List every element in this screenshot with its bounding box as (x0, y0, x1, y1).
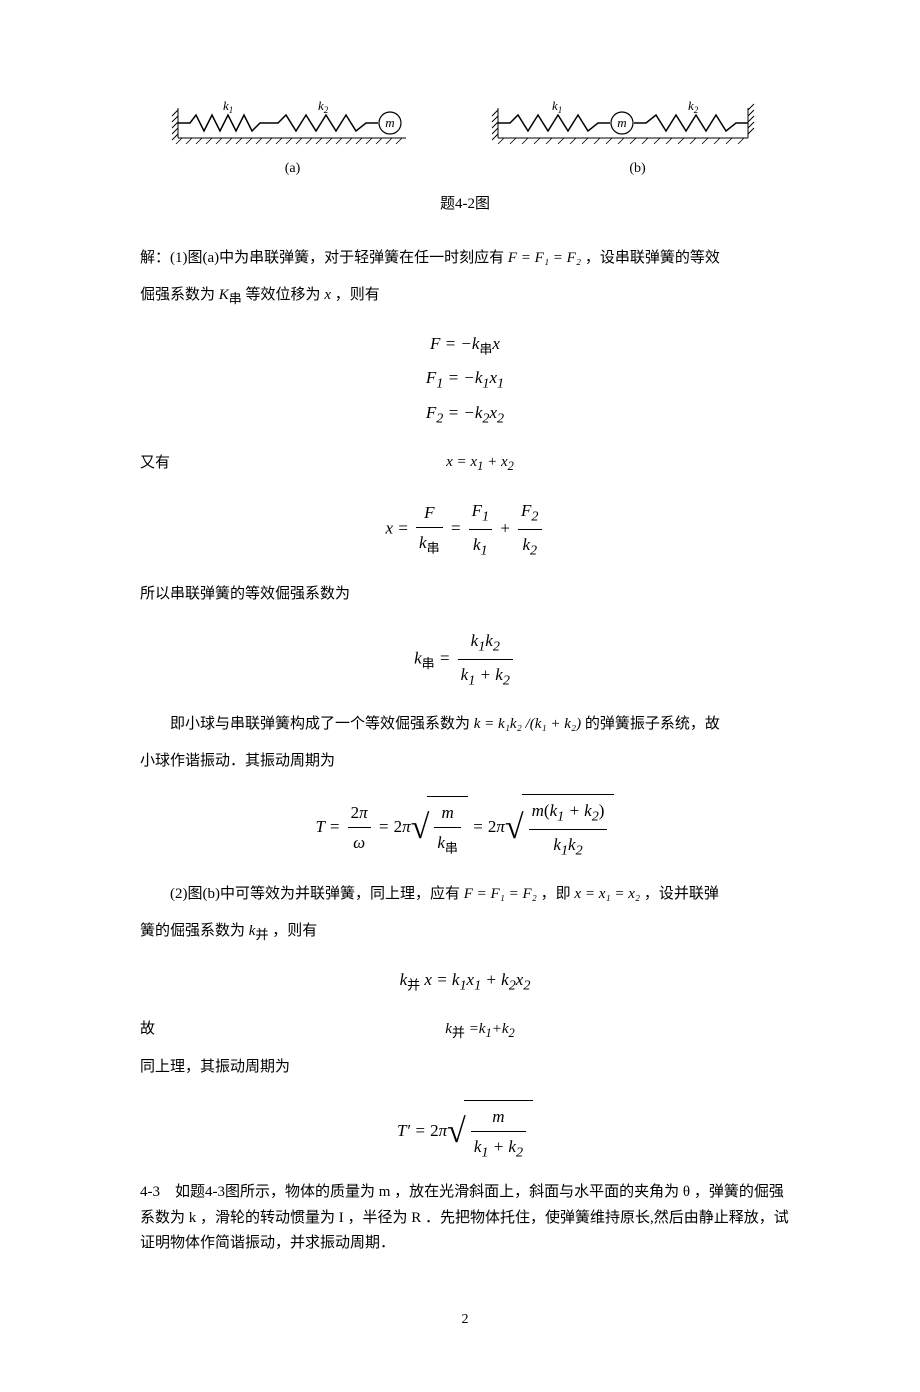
p6e: ，设并联弹 (644, 886, 719, 902)
figure-a-label: (a) (285, 156, 301, 181)
figure-caption: 题4-2图 (140, 191, 790, 218)
p6b: F = F₁ = F₂ (464, 886, 537, 902)
page-number: 2 (140, 1307, 790, 1332)
p2b-sub: 串 (229, 291, 242, 306)
eq-kpar: k并 =k1+k2 (170, 1013, 790, 1048)
para-6: (2)图(b)中可等效为并联弹簧，同上理，应有 F = F₁ = F₂ ，即 x… (140, 878, 790, 911)
eq-Tseries: T = 2πω = 2π√mk串 = 2π√m(k1 + k2)k1k2 (140, 794, 790, 862)
para-3: 所以串联弹簧的等效倔强系数为 (140, 578, 790, 611)
svg-text:m: m (385, 115, 394, 130)
p2b: K (219, 287, 229, 303)
svg-text:m: m (617, 115, 626, 130)
para-8: 同上理，其振动周期为 (140, 1051, 790, 1084)
eq-xfracs: x = Fk串 = F1k1 + F2k2 (140, 497, 790, 562)
eq1-2: F1 = −k1x1 (140, 364, 790, 395)
eq1-3: F2 = −k2x2 (140, 399, 790, 430)
p7c: ，则有 (272, 923, 317, 939)
p6a: (2)图(b)中可等效为并联弹簧，同上理，应有 (170, 886, 460, 902)
p1b: F = F₁ = F₂ (508, 250, 581, 266)
p2e: ，则有 (335, 287, 380, 303)
svg-text:k2: k2 (688, 100, 699, 115)
p7a: 簧的倔强系数为 (140, 923, 245, 939)
p2d: x (324, 287, 331, 303)
p2c: 等效位移为 (246, 287, 321, 303)
row-youyou: 又有 x = x1 + x2 (140, 446, 790, 481)
eq-block-1: F = −k串x F1 = −k1x1 F2 = −k2x2 (140, 330, 790, 430)
p2a: 倔强系数为 (140, 287, 215, 303)
p1c: ，设串联弹簧的等效 (585, 250, 720, 266)
svg-text:k1: k1 (223, 100, 233, 115)
p1a: 解：(1)图(a)中为串联弹簧，对于轻弹簧在任一时刻应有 (140, 250, 504, 266)
p6d: x = x₁ = x₂ (574, 886, 640, 902)
para-5: 小球作谐振动．其振动周期为 (140, 745, 790, 778)
figure-b-svg: m (488, 100, 788, 150)
svg-text:k1: k1 (552, 100, 562, 115)
question-4-3: 4-3 如题4-3图所示，物体的质量为 m ，放在光滑斜面上，斜面与水平面的夹角… (140, 1180, 790, 1257)
p7b-sub: 并 (255, 927, 268, 942)
para-4: 即小球与串联弹簧构成了一个等效倔强系数为 k = k₁k₂ /(k₁ + k₂)… (140, 708, 790, 741)
eq-Tpar: T′ = 2π√mk1 + k2 (140, 1100, 790, 1164)
para-2: 倔强系数为 K串 等效位移为 x ，则有 (140, 279, 790, 314)
youyou-label: 又有 (140, 447, 170, 480)
p4b: k = k₁k₂ /(k₁ + k₂) (474, 716, 581, 732)
eq1-1: F = −k串x (140, 330, 790, 360)
figure-b-label: (b) (629, 156, 645, 181)
figures-row: m (140, 100, 790, 181)
p6c: ，即 (541, 886, 571, 902)
figure-a: m (140, 100, 445, 181)
p4a: 即小球与串联弹簧构成了一个等效倔强系数为 (170, 716, 470, 732)
para-1: 解：(1)图(a)中为串联弹簧，对于轻弹簧在任一时刻应有 F = F₁ = F₂… (140, 242, 790, 275)
eq-kpar-eq: k并 x = k1x1 + k2x2 (140, 966, 790, 997)
eq-xsum: x = x1 + x2 (170, 446, 790, 481)
para-7: 簧的倔强系数为 k并 ，则有 (140, 915, 790, 950)
eq-kseries: k串 = k1k2k1 + k2 (140, 627, 790, 692)
figure-b: m (485, 100, 790, 181)
figure-a-svg: m (168, 100, 418, 150)
p4c: 的弹簧振子系统，故 (585, 716, 720, 732)
gu-label: 故 (140, 1013, 170, 1046)
svg-text:k2: k2 (318, 100, 329, 115)
row-gu: 故 k并 =k1+k2 (140, 1013, 790, 1048)
